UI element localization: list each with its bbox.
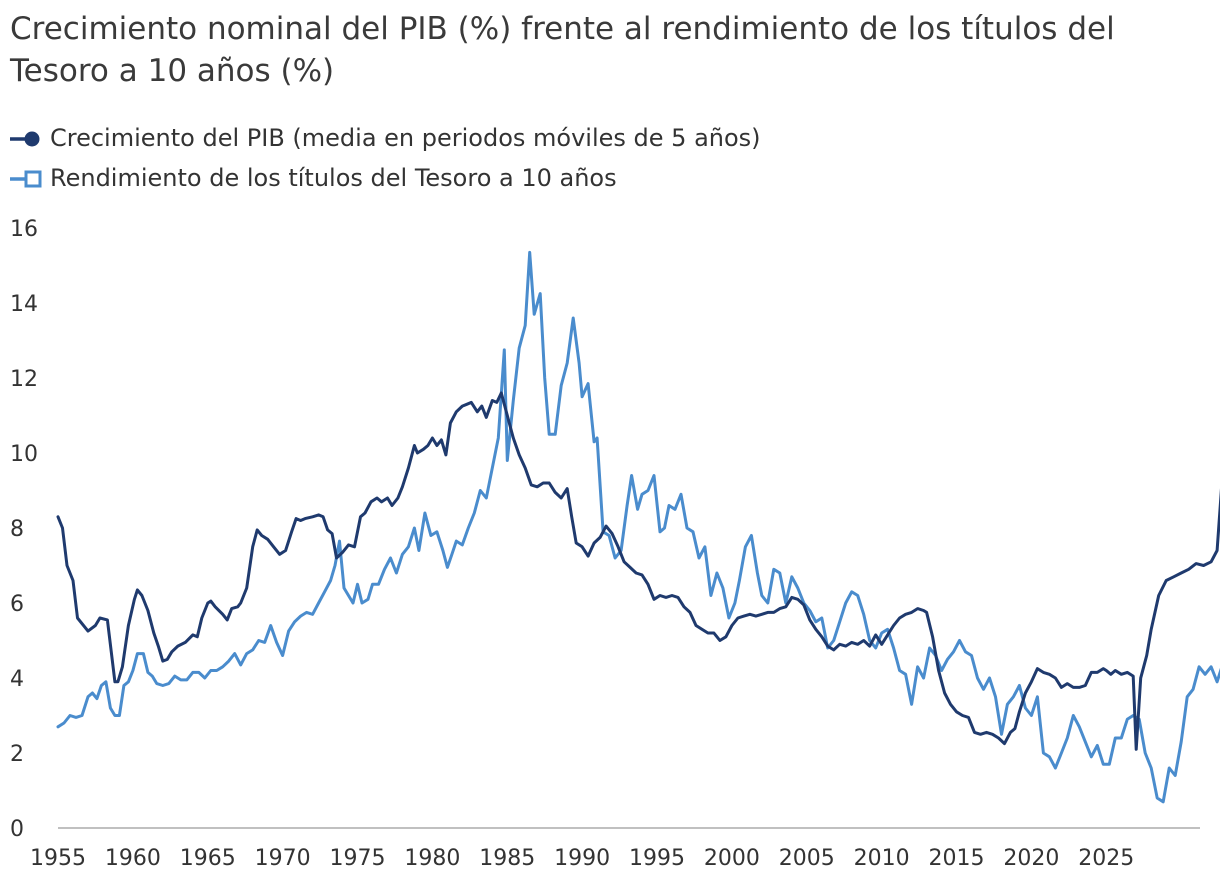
x-axis: 1955 1960 1965 1970 1975 1980 1985 1990 1995 2000…	[30, 827, 1200, 871]
x-tick-label: 1990	[554, 846, 610, 871]
y-tick-label: 10	[10, 442, 38, 467]
series-line-treasury	[56, 250, 1220, 804]
legend-label-treasury: Rendimiento de los títulos del Tesoro a …	[50, 164, 617, 192]
legend-item-treasury: Rendimiento de los títulos del Tesoro a …	[10, 158, 761, 198]
legend-label-gdp: Crecimiento del PIB (media en periodos m…	[50, 124, 761, 152]
x-tick-label: 2005	[779, 846, 835, 871]
y-tick-label: 0	[10, 817, 24, 842]
x-tick-label: 2020	[1003, 846, 1059, 871]
x-tick-label: 1955	[30, 846, 86, 871]
series-line-gdp	[56, 391, 1220, 751]
x-tick-label: 1975	[330, 846, 386, 871]
plot-series	[56, 250, 1220, 804]
y-tick-label: 8	[10, 517, 24, 542]
x-tick-label: 2025	[1078, 846, 1134, 871]
x-tick-label: 2010	[854, 846, 910, 871]
x-tick-label: 1985	[479, 846, 535, 871]
x-tick-label: 2015	[929, 846, 985, 871]
legend-swatch-gdp	[10, 131, 40, 147]
chart-title: Crecimiento nominal del PIB (%) frente a…	[10, 11, 1115, 89]
y-tick-label: 6	[10, 592, 24, 617]
y-axis: 0 2 4 6 8 10 12 14 16	[10, 217, 38, 842]
legend-item-gdp: Crecimiento del PIB (media en periodos m…	[10, 118, 761, 158]
x-tick-label: 1995	[629, 846, 685, 871]
x-tick-label: 1965	[180, 846, 236, 871]
legend-swatch-treasury	[10, 170, 42, 188]
y-tick-label: 4	[10, 667, 24, 692]
x-tick-label: 1980	[404, 846, 460, 871]
x-tick-label: 2000	[704, 846, 760, 871]
chart-legend: Crecimiento del PIB (media en periodos m…	[10, 118, 761, 198]
x-tick-label: 1970	[255, 846, 311, 871]
x-tick-label: 1960	[105, 846, 161, 871]
y-tick-label: 14	[10, 292, 38, 317]
y-tick-label: 16	[10, 217, 38, 242]
y-tick-label: 12	[10, 367, 38, 392]
y-tick-label: 2	[10, 742, 24, 767]
